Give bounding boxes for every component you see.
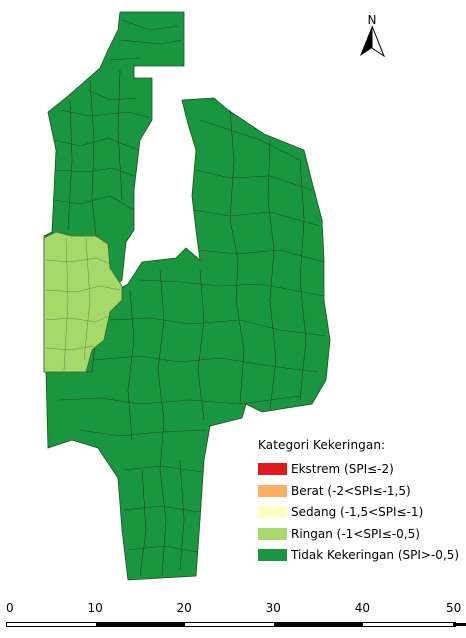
legend-item: Berat (-2<SPI≤-1,5) xyxy=(258,481,463,501)
legend-swatch xyxy=(258,549,287,562)
scale-segment xyxy=(96,623,186,626)
scale-segment xyxy=(274,623,364,626)
legend-label: Berat (-2<SPI≤-1,5) xyxy=(291,483,411,498)
legend-label: Ekstrem (SPI≤-2) xyxy=(291,462,394,476)
legend-swatch xyxy=(258,506,287,519)
scale-tick-label: 0 xyxy=(6,601,14,615)
scale-tick-label: 10 xyxy=(87,601,103,615)
scale-bar: 0 10 20 30 40 50 km xyxy=(6,601,466,633)
drought-map xyxy=(43,11,331,581)
region-ringan xyxy=(43,231,123,373)
legend-label: Tidak Kekeringan (SPI>-0,5) xyxy=(291,548,460,563)
district-boundaries xyxy=(53,19,327,577)
legend-item: Ekstrem (SPI≤-2) xyxy=(258,459,463,479)
legend: Kategori Kekeringan: Ekstrem (SPI≤-2) Ber… xyxy=(258,438,463,567)
scale-track xyxy=(6,622,466,627)
legend-swatch xyxy=(258,463,287,475)
scale-segment xyxy=(185,623,275,626)
legend-item: Tidak Kekeringan (SPI>-0,5) xyxy=(258,545,463,565)
scale-segment xyxy=(452,623,466,626)
legend-swatch xyxy=(258,527,287,540)
scale-tick-label: 30 xyxy=(265,601,281,615)
north-label: N xyxy=(368,13,377,27)
legend-label: Ringan (-1<SPI≤-0,5) xyxy=(291,526,420,541)
scale-segment xyxy=(363,623,453,626)
legend-item: Ringan (-1<SPI≤-0,5) xyxy=(258,524,463,544)
scale-segment xyxy=(7,623,97,626)
legend-item: Sedang (-1,5<SPI≤-1) xyxy=(258,502,463,522)
legend-title: Kategori Kekeringan: xyxy=(258,438,386,452)
legend-label: Sedang (-1,5<SPI≤-1) xyxy=(291,505,424,520)
scale-tick-label: 40 xyxy=(354,601,371,615)
scale-tick-label: 50 km xyxy=(446,601,466,615)
ringan-boundaries xyxy=(45,237,121,371)
scale-tick-label: 20 xyxy=(176,601,192,615)
north-arrow-icon: N xyxy=(360,13,386,58)
legend-swatch xyxy=(258,484,287,497)
